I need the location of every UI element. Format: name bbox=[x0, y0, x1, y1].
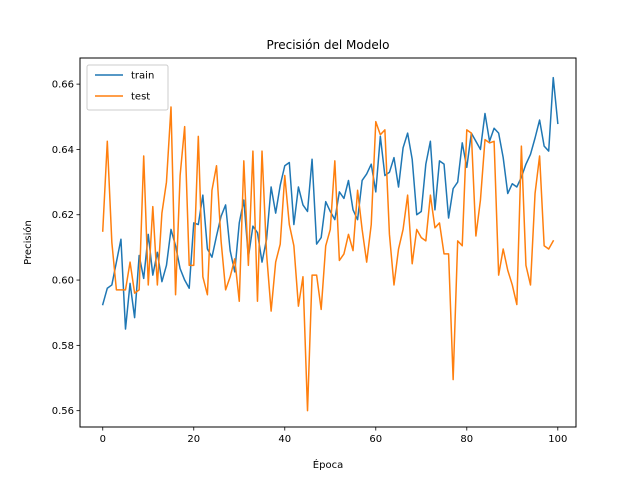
chart-title: Precisión del Modelo bbox=[267, 38, 390, 52]
y-tick-label: 0.56 bbox=[52, 406, 74, 417]
legend-label-train: train bbox=[131, 71, 154, 82]
y-tick-label: 0.60 bbox=[52, 276, 74, 287]
series-line-train bbox=[101, 76, 559, 330]
y-tick-label: 0.58 bbox=[52, 341, 74, 352]
x-axis: 0 20 40 60 80 100 bbox=[100, 427, 567, 445]
x-tick-label: 60 bbox=[369, 434, 382, 445]
legend-box bbox=[86, 64, 169, 111]
x-tick-label: 20 bbox=[187, 434, 200, 445]
x-axis-label: Época bbox=[313, 458, 343, 471]
y-tick-label: 0.62 bbox=[52, 210, 74, 221]
x-tick-label: 40 bbox=[278, 434, 291, 445]
legend: train test bbox=[86, 64, 169, 111]
x-tick-label: 0 bbox=[100, 434, 106, 445]
series-layer bbox=[101, 76, 559, 412]
x-tick-label: 100 bbox=[548, 434, 567, 445]
plot-frame bbox=[79, 57, 577, 428]
y-tick-label: 0.64 bbox=[52, 145, 74, 156]
x-tick-label: 80 bbox=[460, 434, 473, 445]
y-tick-label: 0.66 bbox=[52, 80, 74, 91]
y-axis-label: Precisión bbox=[22, 220, 34, 265]
legend-label-test: test bbox=[131, 92, 150, 103]
series-line-test bbox=[101, 106, 555, 412]
y-axis: 0.56 0.58 0.60 0.62 0.64 0.66 bbox=[52, 80, 80, 417]
